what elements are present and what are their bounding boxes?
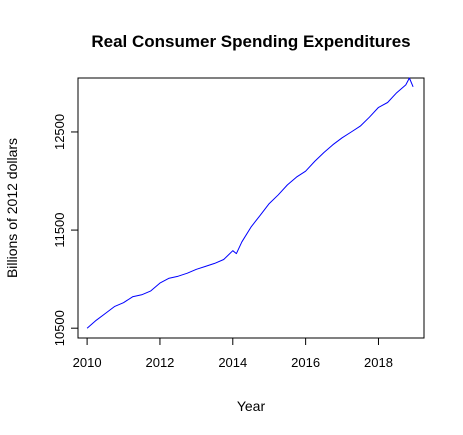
- y-axis: 10500 11500 12500: [52, 114, 78, 346]
- y-tick-label: 11500: [52, 212, 67, 247]
- y-axis-label: Billions of 2012 dollars: [4, 138, 20, 278]
- x-tick-label: 2010: [73, 355, 102, 370]
- x-axis: 2010 2012 2014 2016 2018: [73, 338, 393, 370]
- y-tick-label: 10500: [52, 310, 67, 346]
- plot-frame: [77, 77, 425, 339]
- x-axis-label: Year: [237, 398, 266, 414]
- y-tick-label: 12500: [52, 114, 67, 150]
- chart-title: Real Consumer Spending Expenditures: [91, 32, 410, 51]
- x-tick-label: 2018: [364, 355, 393, 370]
- x-tick-label: 2012: [145, 355, 174, 370]
- x-tick-label: 2014: [218, 355, 247, 370]
- series-line: [86, 77, 414, 329]
- x-tick-label: 2016: [291, 355, 320, 370]
